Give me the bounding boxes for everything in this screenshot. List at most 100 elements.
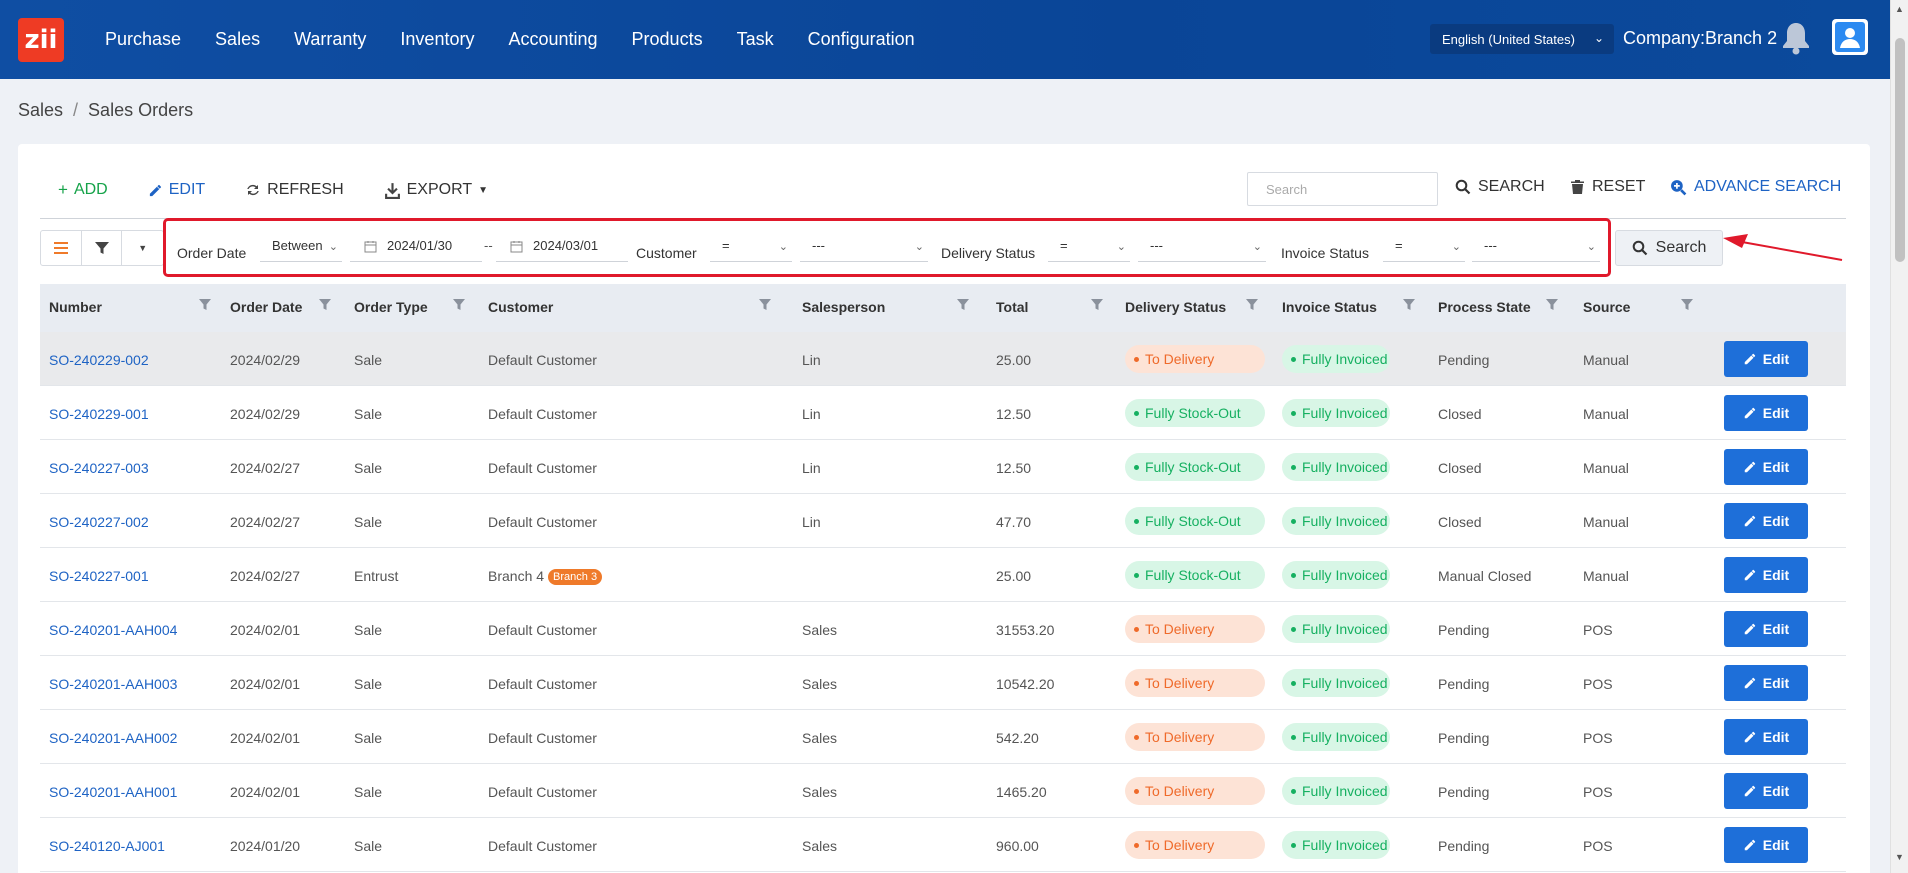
row-edit-label: Edit — [1762, 729, 1790, 745]
refresh-button[interactable]: REFRESH — [245, 181, 344, 199]
row-edit-button[interactable]: Edit — [1724, 611, 1808, 647]
customer-cell: Default Customer — [488, 352, 597, 368]
column-filter-funnel-icon[interactable] — [1545, 298, 1559, 312]
column-menu-button[interactable] — [41, 231, 82, 265]
date-to-value: 2024/03/01 — [533, 238, 599, 253]
scroll-thumb[interactable] — [1895, 38, 1905, 262]
table-row[interactable]: SO-240201-AAH001 2024/02/01 Sale Default Cu… — [40, 764, 1846, 818]
delivery-operator-select[interactable]: = ⌄ — [1048, 232, 1130, 262]
column-header-delivery-status[interactable]: Delivery Status — [1125, 299, 1227, 315]
export-button[interactable]: EXPORT ▼ — [384, 181, 488, 199]
pencil-icon — [1744, 785, 1755, 797]
app-logo[interactable]: zii — [18, 18, 64, 62]
customer-operator-select[interactable]: = ⌄ — [710, 232, 792, 262]
column-filter-funnel-icon[interactable] — [956, 298, 970, 312]
order-number-link[interactable]: SO-240229-002 — [49, 352, 149, 368]
column-filter-funnel-icon[interactable] — [452, 298, 466, 312]
row-edit-button[interactable]: Edit — [1724, 341, 1808, 377]
date-to-input[interactable]: 2024/03/01 — [496, 232, 628, 262]
nav-products[interactable]: Products — [631, 29, 703, 49]
column-header-source[interactable]: Source — [1583, 299, 1631, 315]
row-edit-button[interactable]: Edit — [1724, 719, 1808, 755]
row-edit-button[interactable]: Edit — [1724, 449, 1808, 485]
reset-button[interactable]: RESET — [1570, 178, 1645, 196]
nav-task[interactable]: Task — [736, 29, 774, 49]
row-edit-button[interactable]: Edit — [1724, 503, 1808, 539]
order-number-link[interactable]: SO-240229-001 — [49, 406, 149, 422]
filter-toggle-button[interactable] — [82, 231, 123, 265]
order-number-link[interactable]: SO-240227-003 — [49, 460, 149, 476]
row-edit-button[interactable]: Edit — [1724, 557, 1808, 593]
table-row[interactable]: SO-240229-001 2024/02/29 Sale Default Custo… — [40, 386, 1846, 440]
column-header-salesperson[interactable]: Salesperson — [802, 299, 886, 315]
column-header-total[interactable]: Total — [996, 299, 1029, 315]
pencil-icon — [1744, 839, 1755, 851]
order-date-cell: 2024/02/29 — [230, 406, 301, 422]
add-button[interactable]: + ADD — [58, 180, 108, 200]
company-name[interactable]: Company:Branch 2 — [1623, 28, 1778, 48]
language-select[interactable]: English (United States) ⌄ — [1430, 24, 1614, 54]
order-number-link[interactable]: SO-240227-001 — [49, 568, 149, 584]
order-number-link[interactable]: SO-240201-AAH002 — [49, 730, 178, 746]
customer-value: --- — [812, 238, 825, 253]
pencil-icon — [1744, 569, 1755, 581]
column-header-order-type[interactable]: Order Type — [354, 299, 428, 315]
table-row[interactable]: SO-240201-AAH003 2024/02/01 Sale Default Cu… — [40, 656, 1846, 710]
column-header-number[interactable]: Number — [49, 299, 102, 315]
user-avatar-icon[interactable] — [1832, 19, 1868, 55]
nav-purchase[interactable]: Purchase — [105, 29, 182, 49]
order-number-link[interactable]: SO-240201-AAH003 — [49, 676, 178, 692]
nav-inventory[interactable]: Inventory — [400, 29, 475, 49]
table-row[interactable]: SO-240229-002 2024/02/29 Sale Default Custo… — [40, 332, 1846, 386]
column-filter-funnel-icon[interactable] — [198, 298, 212, 312]
nav-configuration[interactable]: Configuration — [807, 29, 915, 49]
search-button[interactable]: SEARCH — [1455, 178, 1545, 196]
column-header-order-date[interactable]: Order Date — [230, 299, 303, 315]
caret-down-icon: ▼ — [138, 243, 148, 253]
page-scrollbar[interactable]: ▲ ▼ — [1890, 0, 1908, 873]
nav-warranty[interactable]: Warranty — [294, 29, 367, 49]
filter-dropdown-button[interactable]: ▼ — [122, 231, 163, 265]
order-number-link[interactable]: SO-240201-AAH004 — [49, 622, 178, 638]
scroll-down-arrow-icon[interactable]: ▼ — [1895, 852, 1904, 862]
order-date-operator-select[interactable]: Between ⌄ — [260, 232, 342, 262]
breadcrumb-sales[interactable]: Sales — [18, 100, 64, 120]
column-filter-funnel-icon[interactable] — [1245, 298, 1259, 312]
nav-sales[interactable]: Sales — [215, 29, 261, 49]
scroll-up-arrow-icon[interactable]: ▲ — [1895, 4, 1904, 14]
row-edit-button[interactable]: Edit — [1724, 665, 1808, 701]
row-edit-button[interactable]: Edit — [1724, 773, 1808, 809]
nav-accounting[interactable]: Accounting — [508, 29, 598, 49]
row-edit-button[interactable]: Edit — [1724, 395, 1808, 431]
column-filter-funnel-icon[interactable] — [318, 298, 332, 312]
search-input[interactable]: Search — [1247, 172, 1438, 206]
column-filter-funnel-icon[interactable] — [758, 298, 772, 312]
column-header-invoice-status[interactable]: Invoice Status — [1282, 299, 1377, 315]
order-number-link[interactable]: SO-240201-AAH001 — [49, 784, 178, 800]
invoice-operator-select[interactable]: = ⌄ — [1383, 232, 1465, 262]
advance-search-button[interactable]: ADVANCE SEARCH — [1670, 178, 1841, 196]
column-filter-funnel-icon[interactable] — [1090, 298, 1104, 312]
order-number-link[interactable]: SO-240227-002 — [49, 514, 149, 530]
source-cell: Manual — [1583, 406, 1629, 422]
order-number-link[interactable]: SO-240120-AJ001 — [49, 838, 165, 854]
edit-button[interactable]: EDIT — [148, 181, 205, 199]
table-row[interactable]: SO-240120-AJ001 2024/01/20 Sale Default Cus… — [40, 818, 1846, 872]
date-from-input[interactable]: 2024/01/30 — [350, 232, 482, 262]
table-row[interactable]: SO-240227-002 2024/02/27 Sale Default Custo… — [40, 494, 1846, 548]
table-row[interactable]: SO-240227-001 2024/02/27 Entrust Branch 4 Br… — [40, 548, 1846, 602]
row-edit-button[interactable]: Edit — [1724, 827, 1808, 863]
bell-icon[interactable] — [1779, 20, 1813, 56]
invoice-value-select[interactable]: --- ⌄ — [1472, 232, 1600, 262]
table-row[interactable]: SO-240201-AAH004 2024/02/01 Sale Default Cu… — [40, 602, 1846, 656]
column-header-customer[interactable]: Customer — [488, 299, 554, 315]
funnel-icon — [94, 242, 109, 254]
delivery-value-select[interactable]: --- ⌄ — [1138, 232, 1266, 262]
column-filter-funnel-icon[interactable] — [1680, 298, 1694, 312]
customer-value-select[interactable]: --- ⌄ — [800, 232, 928, 262]
table-row[interactable]: SO-240227-003 2024/02/27 Sale Default Custo… — [40, 440, 1846, 494]
column-header-process-state[interactable]: Process State — [1438, 299, 1531, 315]
table-row[interactable]: SO-240201-AAH002 2024/02/01 Sale Default Cu… — [40, 710, 1846, 764]
filter-search-button[interactable]: Search — [1615, 230, 1723, 266]
column-filter-funnel-icon[interactable] — [1402, 298, 1416, 312]
